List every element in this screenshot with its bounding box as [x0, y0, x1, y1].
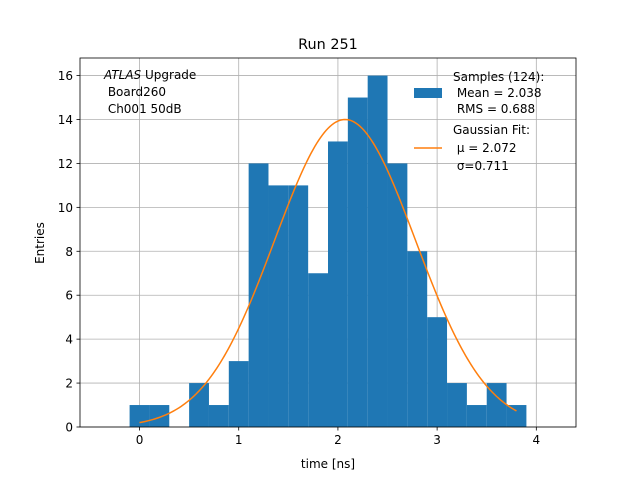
- legend-fit-sigma: σ=0.711: [453, 159, 509, 173]
- legend-histogram-label: Samples (124):: [453, 70, 544, 84]
- annotation-line-2: Board260: [104, 85, 166, 99]
- gaussian-fit-curve: [139, 118, 517, 424]
- histogram-bar: [288, 185, 309, 427]
- histogram-bars: [129, 75, 527, 428]
- y-tick-label: 12: [58, 157, 73, 171]
- x-tick-label: 1: [235, 433, 243, 447]
- histogram-bar: [387, 163, 408, 427]
- annotation-atlas-italic: ATLAS: [103, 68, 142, 82]
- legend-histogram-mean: Mean = 2.038: [453, 86, 542, 100]
- x-tick-label: 0: [136, 433, 144, 447]
- histogram-bar: [149, 405, 170, 427]
- x-tick-label: 3: [433, 433, 441, 447]
- annotation-line-3: Ch001 50dB: [104, 102, 182, 116]
- x-axis-label: time [ns]: [301, 457, 355, 471]
- y-tick-label: 16: [58, 69, 73, 83]
- histogram-bar: [427, 317, 448, 427]
- histogram-bar: [189, 383, 209, 427]
- legend-fit-label: Gaussian Fit:: [453, 123, 530, 137]
- chart-title: Run 251: [298, 37, 358, 53]
- y-tick-label: 6: [65, 289, 73, 303]
- y-axis-label: Entries: [33, 222, 47, 264]
- y-axis-ticks: 0 2 4 6 8 10 12 14 16: [58, 69, 80, 435]
- x-tick-label: 2: [334, 433, 342, 447]
- y-tick-label: 14: [58, 113, 73, 127]
- histogram-bar: [228, 361, 249, 427]
- histogram-bar: [367, 75, 388, 428]
- y-tick-label: 0: [65, 421, 73, 435]
- y-tick-label: 2: [65, 377, 73, 391]
- histogram-bar: [308, 273, 328, 427]
- legend-histogram-rms: RMS = 0.688: [453, 102, 535, 116]
- y-tick-label: 8: [65, 245, 73, 259]
- legend: Samples (124): Mean = 2.038 RMS = 0.688 …: [414, 70, 544, 173]
- histogram-bar: [506, 405, 527, 427]
- histogram-bar: [486, 383, 507, 427]
- atlas-annotation: ATLAS Upgrade Board260 Ch001 50dB: [103, 68, 196, 116]
- x-tick-label: 4: [532, 433, 540, 447]
- plot-frame: [79, 57, 577, 428]
- histogram-bar: [208, 405, 229, 427]
- histogram-bar: [466, 405, 487, 427]
- histogram-bar: [248, 163, 269, 427]
- histogram-bar: [129, 405, 150, 427]
- y-tick-label: 4: [65, 333, 73, 347]
- x-axis-ticks: 0 1 2 3 4: [136, 427, 540, 447]
- annotation-line-1: ATLAS Upgrade: [103, 68, 196, 82]
- histogram-bar: [268, 185, 289, 427]
- histogram-bar: [328, 141, 348, 427]
- histogram-bar: [447, 383, 467, 427]
- legend-histogram-swatch: [414, 88, 442, 98]
- annotation-upgrade-text: Upgrade: [141, 68, 196, 82]
- histogram-bar: [407, 251, 428, 427]
- histogram-bar: [347, 97, 368, 428]
- y-tick-label: 10: [58, 201, 73, 215]
- legend-fit-mu: μ = 2.072: [453, 141, 517, 155]
